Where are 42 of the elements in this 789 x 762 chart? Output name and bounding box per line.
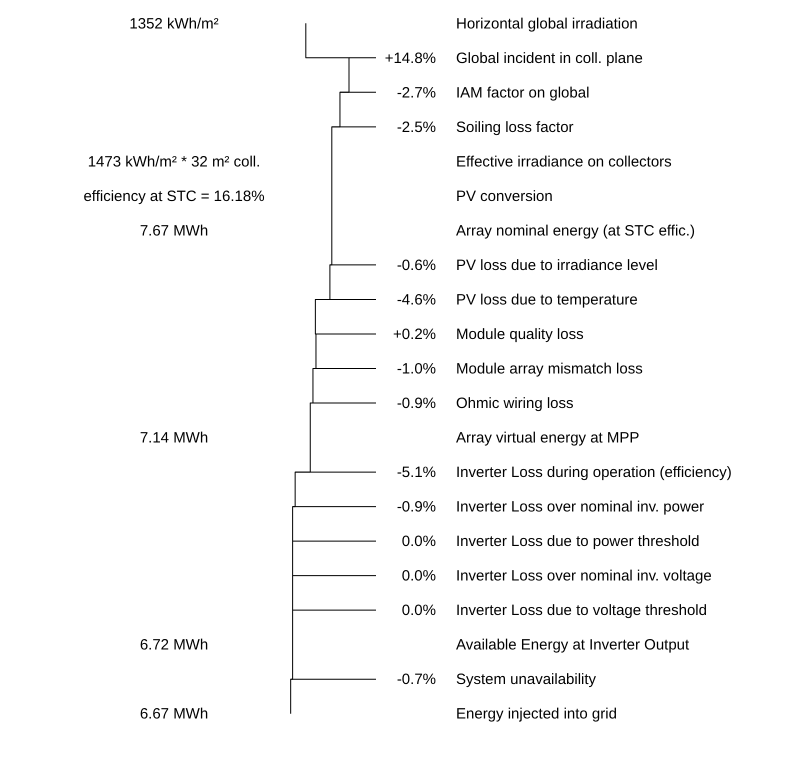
category-label: Array nominal energy (at STC effic.) <box>456 222 695 240</box>
category-label: IAM factor on global <box>456 84 590 102</box>
data-label: 0.0% <box>402 602 436 620</box>
data-label: -5.1% <box>396 464 436 482</box>
text: 6.72 MWh <box>140 636 208 654</box>
category-label: Effective irradiance on collectors <box>456 153 672 170</box>
category-label: Array virtual energy at MPP <box>456 430 640 447</box>
data-label: 0.0% <box>402 568 436 585</box>
category-label: Energy injected into grid <box>456 706 617 723</box>
data-label: 0.0% <box>402 533 436 550</box>
category-label: Inverter Loss during operation (efficiency) <box>456 464 732 482</box>
text: efficiency at STC = 16.18% <box>83 188 265 205</box>
data-label: -4.6% <box>396 291 436 308</box>
category-label: Inverter Loss over nominal inv. voltage <box>456 568 712 585</box>
category-label: Inverter Loss due to power threshold <box>456 533 700 550</box>
data-label: +14.8% <box>384 50 436 67</box>
text: 1473 kWh/m² * 32 m² coll. <box>88 153 260 170</box>
text: 7.14 MWh <box>140 430 208 447</box>
category-label: PV conversion <box>456 188 553 205</box>
category-label: Horizontal global irradiation <box>456 15 638 32</box>
text: 7.67 MWh <box>140 222 208 240</box>
category-label: PV loss due to temperature <box>456 291 638 308</box>
category-label: Inverter Loss over nominal inv. power <box>456 498 704 516</box>
data-label: -2.5% <box>396 118 436 136</box>
category-label: Ohmic wiring loss <box>456 395 574 412</box>
category-label: Soiling loss factor <box>456 118 574 136</box>
data-label: -2.7% <box>396 84 436 102</box>
data-label: +0.2% <box>393 326 436 343</box>
category-label: Module array mismatch loss <box>456 360 643 378</box>
data-label: -0.7% <box>396 671 436 688</box>
category-label: PV loss due to irradiance level <box>456 256 658 274</box>
data-label: -0.6% <box>396 256 436 274</box>
category-label: Global incident in coll. plane <box>456 50 643 67</box>
data-label: -1.0% <box>396 360 436 378</box>
text: 1352 kWh/m² <box>129 15 219 32</box>
category-label: Inverter Loss due to voltage threshold <box>456 602 707 620</box>
data-label: -0.9% <box>396 395 436 412</box>
category-label: System unavailability <box>456 671 597 688</box>
text: 6.67 MWh <box>140 706 208 723</box>
data-label: -0.9% <box>396 498 436 516</box>
category-label: Module quality loss <box>456 326 584 343</box>
category-label: Available Energy at Inverter Output <box>456 636 690 654</box>
